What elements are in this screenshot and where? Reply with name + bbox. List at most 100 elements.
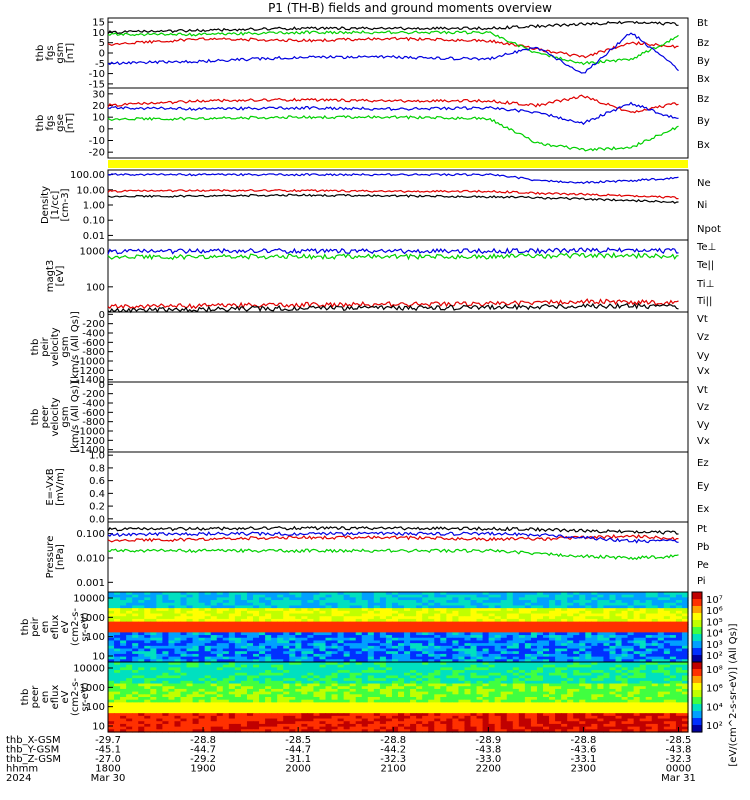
heatmap-cell: [138, 610, 145, 615]
heatmap-cell: [295, 686, 302, 690]
heatmap-cell: [446, 648, 453, 652]
heatmap-cell: [536, 592, 544, 596]
heatmap-cell: [597, 710, 605, 714]
heatmap-cell: [398, 659, 405, 663]
heatmap-cell: [132, 721, 139, 725]
heatmap-cell: [198, 621, 206, 625]
heatmap-cell: [120, 648, 127, 652]
heatmap-cell: [549, 667, 556, 671]
heatmap-cell: [482, 715, 490, 720]
heatmap-cell: [271, 664, 278, 668]
heatmap-cell: [428, 705, 435, 709]
heatmap-cell: [482, 683, 490, 687]
heatmap-cell: [331, 600, 339, 604]
heatmap-cell: [126, 707, 133, 712]
heatmap-cell: [144, 705, 151, 709]
heatmap-cell: [561, 592, 568, 596]
heatmap-cell: [180, 651, 188, 655]
heatmap-cell: [536, 629, 544, 633]
heatmap-cell: [108, 627, 115, 631]
heatmap-cell: [204, 713, 212, 717]
heatmap-cell: [561, 608, 568, 612]
heatmap-cell: [253, 721, 260, 725]
heatmap-cell: [355, 624, 363, 628]
heatmap-cell: [452, 694, 460, 698]
heatmap-cell: [398, 675, 405, 679]
heatmap-cell: [663, 686, 671, 690]
heatmap-cell: [216, 678, 224, 682]
heatmap-cell: [446, 664, 453, 668]
heatmap-cell: [621, 635, 629, 639]
heatmap-cell: [512, 699, 520, 703]
heatmap-cell: [663, 635, 671, 639]
heatmap-cell: [518, 670, 526, 674]
heatmap-cell: [494, 664, 502, 668]
heatmap-cell: [313, 691, 321, 695]
heatmap-cell: [307, 645, 315, 650]
heatmap-cell: [464, 659, 472, 663]
heatmap-cell: [385, 675, 393, 679]
heatmap-cell: [669, 635, 677, 639]
heatmap-cell: [108, 640, 115, 644]
heatmap-cell: [174, 624, 182, 628]
heatmap-cell: [210, 616, 218, 620]
heatmap-cell: [277, 702, 284, 706]
heatmap-cell: [379, 713, 387, 717]
heatmap-cell: [518, 592, 526, 596]
heatmap-cell: [138, 691, 145, 695]
heatmap-cell: [609, 621, 617, 625]
heatmap-cell: [343, 627, 351, 631]
heatmap-cell: [675, 648, 683, 652]
heatmap-cell: [446, 715, 453, 720]
heatmap-cell: [210, 602, 218, 607]
heatmap-cell: [555, 691, 562, 695]
heatmap-cell: [464, 694, 472, 698]
heatmap-cell: [379, 667, 387, 671]
heatmap-cell: [132, 678, 139, 682]
y-axis-label: thb: [35, 115, 46, 132]
heatmap-cell: [343, 659, 351, 663]
heatmap-cell: [536, 683, 544, 687]
heatmap-cell: [295, 632, 302, 636]
heatmap-cell: [349, 667, 357, 671]
heatmap-cell: [126, 715, 133, 720]
heatmap-cell: [663, 688, 671, 693]
heatmap-cell: [210, 643, 218, 647]
heatmap-cell: [669, 678, 677, 682]
heatmap-cell: [240, 664, 248, 668]
heatmap-cell: [150, 613, 157, 617]
heatmap-cell: [639, 702, 647, 706]
heatmap-cell: [555, 672, 562, 677]
heatmap-cell: [416, 608, 423, 612]
heatmap-cell: [192, 605, 200, 609]
heatmap-cell: [567, 597, 574, 601]
heatmap-cell: [307, 643, 315, 647]
heatmap-cell: [434, 616, 441, 620]
heatmap-cell: [549, 602, 556, 607]
heatmap-cell: [603, 656, 611, 660]
heatmap-cell: [615, 602, 623, 607]
heatmap-cell: [549, 610, 556, 615]
heatmap-cell: [404, 718, 411, 722]
heatmap-cell: [367, 723, 375, 728]
heatmap-cell: [307, 699, 315, 703]
heatmap-cell: [651, 691, 659, 695]
colorbar-step: [692, 656, 702, 660]
y-tick-label: -800: [82, 347, 105, 358]
heatmap-cell: [524, 643, 532, 647]
heatmap-cell: [132, 697, 139, 701]
heatmap-cell: [663, 707, 671, 712]
heatmap-cell: [422, 594, 429, 598]
heatmap-cell: [633, 621, 641, 625]
heatmap-cell: [271, 718, 278, 722]
heatmap-cell: [331, 594, 339, 598]
heatmap-cell: [361, 721, 369, 725]
heatmap-cell: [355, 648, 363, 652]
heatmap-cell: [488, 624, 496, 628]
y-tick-label: 10000: [73, 594, 105, 605]
heatmap-cell: [458, 594, 466, 598]
heatmap-cell: [138, 618, 145, 623]
heatmap-cell: [265, 653, 272, 658]
heatmap-cell: [627, 594, 635, 598]
heatmap-cell: [259, 592, 266, 596]
